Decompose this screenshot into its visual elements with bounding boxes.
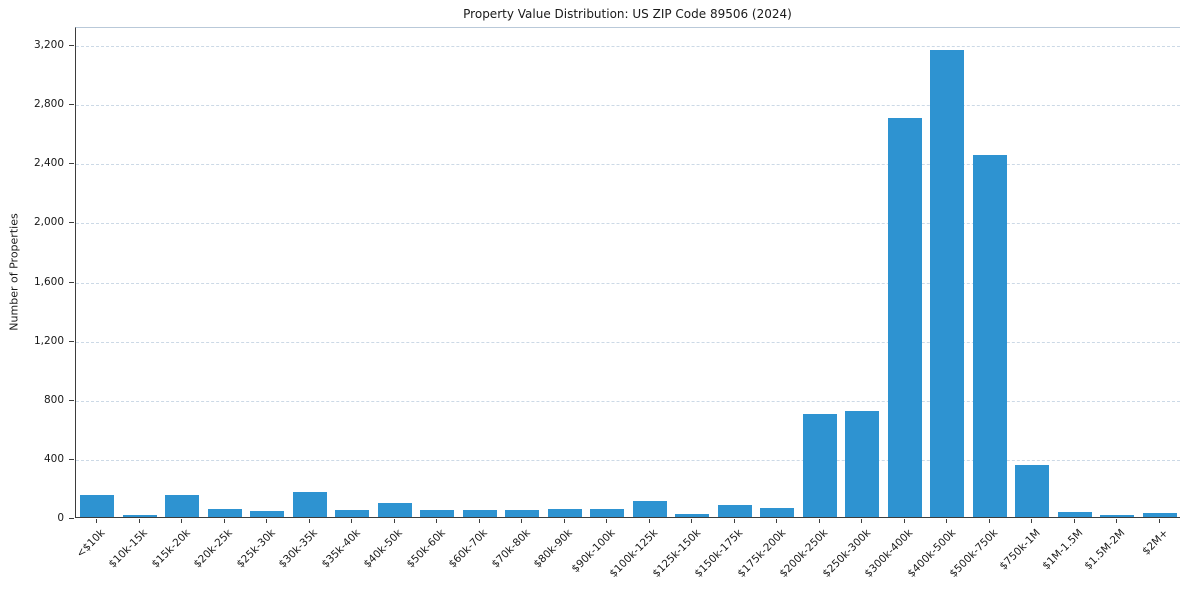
gridline [76, 459, 1180, 461]
plot-area [75, 27, 1180, 518]
bar [80, 494, 115, 517]
x-tick-mark [1031, 519, 1033, 523]
gridline [76, 400, 1180, 402]
gridline [76, 164, 1180, 166]
x-tick-label: $20k-25k [191, 527, 236, 571]
y-tick-label: 3,200 [33, 39, 64, 52]
x-tick-mark [903, 519, 905, 523]
x-tick-mark [223, 519, 225, 523]
bar [207, 508, 242, 517]
bar [972, 154, 1007, 517]
x-tick-label: $30k-35k [276, 527, 321, 571]
y-tick-label: 1,600 [33, 275, 64, 288]
y-tick-mark [69, 518, 74, 519]
x-tick-mark [1158, 519, 1160, 523]
x-tick-label: $70k-80k [489, 527, 533, 571]
x-tick-label: $25k-30k [234, 527, 278, 571]
x-tick-mark [1116, 519, 1118, 523]
gridline [76, 223, 1180, 225]
bar [122, 514, 157, 517]
bar [1100, 514, 1135, 517]
bar [505, 510, 540, 517]
x-tick-label: $15k-20k [149, 527, 193, 571]
bar [845, 410, 880, 517]
y-tick-mark [69, 340, 74, 342]
x-tick-mark [1073, 519, 1075, 523]
x-tick-label: $750k-1M [997, 527, 1043, 573]
y-tick-mark [69, 45, 74, 47]
x-tick-label: <$10k [74, 527, 108, 561]
gridline [76, 105, 1180, 107]
x-tick-mark [266, 519, 268, 523]
x-tick-label: $1.5M-2M [1082, 527, 1128, 573]
x-tick-mark [563, 519, 565, 523]
x-tick-mark [946, 519, 948, 523]
bar [1057, 511, 1092, 517]
x-tick-label: $10k-15k [106, 527, 151, 571]
bar [547, 508, 582, 517]
bar [802, 413, 837, 517]
bar [420, 509, 455, 517]
x-tick-label: $60k-70k [446, 527, 491, 571]
bar [1142, 512, 1177, 517]
bar [250, 511, 285, 517]
y-tick-label: 800 [43, 393, 64, 406]
y-tick-mark [69, 163, 74, 165]
y-tick-mark [69, 399, 74, 401]
bar [675, 514, 710, 517]
gridline [76, 282, 1180, 284]
bar [717, 505, 752, 517]
x-tick-label: $40k-50k [361, 527, 406, 571]
bar [292, 491, 327, 517]
x-tick-label: $35k-40k [319, 527, 363, 571]
x-tick-mark [648, 519, 650, 523]
x-tick-mark [308, 519, 310, 523]
x-tick-mark [606, 519, 608, 523]
x-tick-label: $80k-90k [531, 527, 576, 571]
y-tick-label: 1,200 [33, 334, 64, 347]
x-tick-mark [351, 519, 353, 523]
bar [590, 508, 625, 517]
x-tick-mark [776, 519, 778, 523]
x-tick-label: $2M+ [1139, 527, 1171, 558]
bar [335, 510, 370, 517]
y-tick-label: 2,800 [33, 98, 64, 111]
x-tick-mark [96, 519, 98, 523]
x-tick-mark [436, 519, 438, 523]
bar [1015, 465, 1050, 517]
y-tick-label: 0 [57, 512, 64, 524]
bar [377, 502, 412, 517]
y-axis-label: Number of Properties [7, 213, 21, 331]
bar [632, 500, 667, 517]
y-tick-mark [69, 104, 74, 106]
x-tick-mark [393, 519, 395, 523]
x-tick-label: $50k-60k [404, 527, 448, 571]
bar [930, 49, 965, 517]
y-tick-label: 2,400 [33, 157, 64, 170]
x-tick-mark [181, 519, 183, 523]
y-tick-mark [69, 222, 74, 224]
bar [887, 117, 922, 517]
gridline [76, 46, 1180, 48]
bar [165, 494, 200, 517]
bar [462, 509, 497, 517]
x-tick-mark [733, 519, 735, 523]
y-tick-label: 2,000 [33, 216, 64, 229]
x-tick-mark [521, 519, 523, 523]
chart-title: Property Value Distribution: US ZIP Code… [463, 7, 792, 21]
y-tick-mark [69, 281, 74, 283]
x-tick-mark [478, 519, 480, 523]
x-tick-label: $1M-1.5M [1040, 527, 1086, 573]
x-tick-mark [861, 519, 863, 523]
x-tick-mark [138, 519, 140, 523]
bar [760, 508, 795, 517]
gridline [76, 341, 1180, 343]
y-tick-label: 400 [43, 452, 64, 465]
x-tick-mark [691, 519, 693, 523]
y-tick-mark [69, 458, 74, 460]
x-tick-mark [988, 519, 990, 523]
x-tick-mark [818, 519, 820, 523]
